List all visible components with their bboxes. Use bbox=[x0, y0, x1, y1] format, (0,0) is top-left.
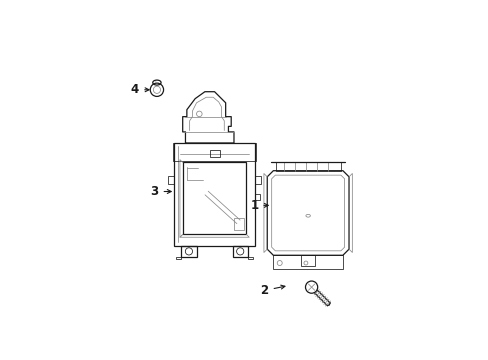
Bar bbox=[254, 176, 260, 184]
Bar bbox=[183, 162, 246, 234]
Bar bbox=[254, 194, 259, 201]
Text: 1: 1 bbox=[250, 199, 267, 212]
Bar bbox=[233, 218, 243, 230]
Bar bbox=[209, 150, 219, 157]
Bar bbox=[173, 143, 256, 161]
Text: 3: 3 bbox=[150, 185, 171, 198]
Bar bbox=[275, 162, 340, 171]
Bar bbox=[181, 246, 196, 257]
Text: 4: 4 bbox=[131, 83, 149, 96]
Bar bbox=[175, 257, 181, 260]
Text: 2: 2 bbox=[260, 284, 285, 297]
Bar bbox=[232, 246, 247, 257]
Bar bbox=[174, 143, 254, 246]
Bar bbox=[272, 255, 343, 269]
Bar bbox=[168, 176, 174, 184]
Bar bbox=[301, 255, 314, 266]
Bar bbox=[248, 257, 253, 260]
